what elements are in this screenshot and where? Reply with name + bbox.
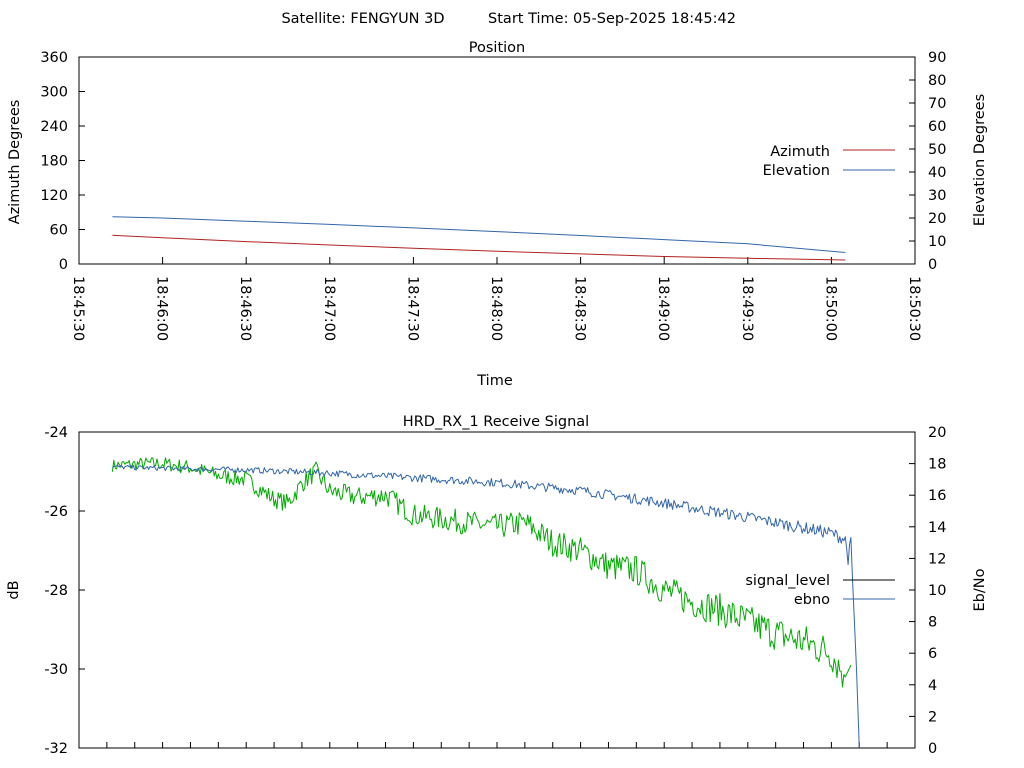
elevation-series-line xyxy=(112,216,846,253)
position-right-tick-label: 90 xyxy=(928,50,946,66)
position-chart: Position 0 60 120 180 240 300 360 0 10 20 30 40 50 60… xyxy=(7,40,988,389)
signal-level-series-line xyxy=(111,457,852,688)
signal-right-tick-label: 20 xyxy=(928,425,946,441)
position-right-tick-label: 10 xyxy=(928,234,946,250)
position-x-tick-label: 18:49:30 xyxy=(739,276,755,341)
position-x-tick-label: 18:47:00 xyxy=(321,276,337,341)
start-time-label: Start Time: 05-Sep-2025 18:45:42 xyxy=(488,11,736,27)
position-x-tick-label: 18:45:30 xyxy=(70,276,86,341)
receive-signal-chart: HRD_RX_1 Receive Signal -32 -30 -28 -26 -24 0… xyxy=(6,414,988,757)
signal-left-tick-label: -30 xyxy=(44,662,68,678)
position-right-tick-label: 40 xyxy=(928,165,946,181)
signal-left-tick-label: -28 xyxy=(44,583,68,599)
signal-right-tick-label: 8 xyxy=(928,615,937,631)
signal-right-tick-label: 14 xyxy=(928,520,946,536)
position-plot-frame xyxy=(78,56,916,265)
signal-right-tick-label: 12 xyxy=(928,551,946,567)
ebno-series-line xyxy=(112,464,860,749)
signal-right-tick-label: 0 xyxy=(928,741,937,757)
position-left-tick-label: 60 xyxy=(50,223,68,239)
position-x-tick-label: 18:46:30 xyxy=(237,276,253,341)
position-chart-title: Position xyxy=(469,40,525,56)
db-axis-label: dB xyxy=(6,580,22,599)
position-right-tick-label: 70 xyxy=(928,96,946,112)
azimuth-series-line xyxy=(112,234,846,261)
signal-left-tick-label: -24 xyxy=(44,425,68,441)
position-x-tick-label: 18:48:30 xyxy=(572,276,588,341)
position-left-tick-label: 0 xyxy=(59,257,68,273)
position-right-tick-label: 20 xyxy=(928,211,946,227)
legend-ebno-label: ebno xyxy=(794,592,830,608)
position-right-tick-label: 60 xyxy=(928,119,946,135)
position-x-tick-label: 18:48:00 xyxy=(488,276,504,341)
signal-right-tick-label: 4 xyxy=(928,678,937,694)
position-x-tick-label: 18:49:00 xyxy=(655,276,671,341)
legend-azimuth-label: Azimuth xyxy=(770,144,830,160)
signal-right-tick-label: 16 xyxy=(928,488,946,504)
position-x-tick-label: 18:50:30 xyxy=(906,276,922,341)
signal-chart-title: HRD_RX_1 Receive Signal xyxy=(403,414,589,430)
position-x-tick-label: 18:46:00 xyxy=(154,276,170,341)
position-left-tick-label: 180 xyxy=(40,154,68,170)
position-x-tick-label: 18:50:00 xyxy=(822,276,838,341)
position-left-tick-label: 300 xyxy=(40,85,68,101)
signal-right-tick-label: 18 xyxy=(928,457,946,473)
ebno-axis-label: Eb/No xyxy=(972,568,988,611)
signal-right-tick-label: 10 xyxy=(928,583,946,599)
position-left-tick-label: 240 xyxy=(40,119,68,135)
elevation-axis-label: Elevation Degrees xyxy=(972,94,988,226)
position-x-axis-label: Time xyxy=(476,373,513,389)
signal-right-tick-label: 2 xyxy=(928,709,937,725)
position-left-tick-label: 120 xyxy=(40,188,68,204)
position-right-tick-label: 80 xyxy=(928,73,946,89)
position-legend: Azimuth Elevation xyxy=(763,144,895,179)
signal-plot-frame xyxy=(78,431,916,749)
position-x-tick-label: 18:47:30 xyxy=(404,276,420,341)
satellite-label: Satellite: FENGYUN 3D xyxy=(281,11,444,27)
position-right-tick-label: 50 xyxy=(928,142,946,158)
position-right-tick-label: 30 xyxy=(928,188,946,204)
position-right-tick-label: 0 xyxy=(928,257,937,273)
azimuth-axis-label: Azimuth Degrees xyxy=(7,100,23,225)
legend-elevation-label: Elevation xyxy=(763,163,830,179)
signal-right-tick-label: 6 xyxy=(928,646,937,662)
signal-legend: signal_level ebno xyxy=(745,573,895,608)
legend-signal-level-label: signal_level xyxy=(745,573,830,589)
position-left-tick-label: 360 xyxy=(40,50,68,66)
signal-left-tick-label: -26 xyxy=(44,504,68,520)
signal-left-tick-label: -32 xyxy=(44,741,68,757)
